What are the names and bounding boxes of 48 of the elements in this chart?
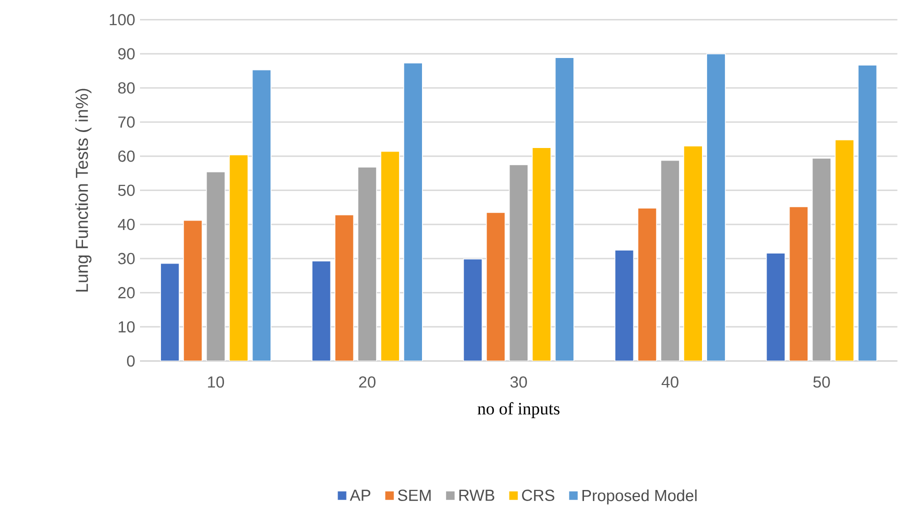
bar bbox=[334, 214, 354, 361]
bar bbox=[660, 160, 680, 361]
y-tick-label: 60 bbox=[118, 150, 135, 162]
y-tick-label: 20 bbox=[118, 287, 135, 298]
y-tick-label: 90 bbox=[118, 48, 135, 60]
x-tick-label: 10 bbox=[208, 376, 224, 388]
bar bbox=[252, 69, 272, 361]
bar bbox=[380, 151, 400, 361]
bar bbox=[183, 220, 203, 361]
y-tick-label: 10 bbox=[118, 321, 135, 333]
bar bbox=[206, 171, 226, 361]
x-tick-label: 50 bbox=[813, 376, 830, 388]
bar bbox=[788, 206, 808, 361]
bar bbox=[766, 252, 786, 361]
legend-label: SEM bbox=[398, 490, 431, 501]
legend-label: CRS bbox=[522, 490, 554, 501]
bar bbox=[812, 158, 832, 361]
legend-label: RWB bbox=[459, 490, 494, 501]
legend-label: AP bbox=[350, 490, 370, 501]
bar bbox=[463, 258, 483, 361]
bar bbox=[312, 260, 332, 361]
y-tick-label: 80 bbox=[118, 82, 135, 94]
bar bbox=[614, 250, 634, 361]
y-tick-label: 70 bbox=[118, 116, 135, 128]
bar bbox=[554, 57, 574, 361]
x-tick-label: 20 bbox=[359, 376, 376, 388]
bar bbox=[160, 262, 180, 361]
y-tick-label: 50 bbox=[118, 184, 135, 196]
bar bbox=[532, 147, 552, 361]
y-tick-label: 40 bbox=[118, 218, 135, 230]
bar bbox=[706, 53, 726, 361]
x-tick-label: 30 bbox=[510, 376, 527, 388]
y-axis-title: Lung Function Tests ( in%) bbox=[75, 88, 92, 292]
bar bbox=[858, 64, 878, 361]
bar bbox=[403, 62, 423, 361]
y-tick-label: 0 bbox=[127, 355, 135, 367]
bar bbox=[357, 166, 377, 361]
y-tick-label: 100 bbox=[110, 14, 135, 26]
y-tick-label: 30 bbox=[118, 252, 135, 264]
bar bbox=[683, 146, 703, 361]
x-axis-title: no of inputs bbox=[478, 402, 560, 418]
bar bbox=[508, 164, 528, 361]
x-tick-label: 40 bbox=[662, 376, 678, 388]
legend-label: Proposed Model bbox=[582, 489, 697, 504]
bar bbox=[637, 208, 657, 361]
bar bbox=[834, 139, 854, 361]
bar bbox=[486, 212, 506, 361]
bar bbox=[228, 154, 248, 361]
